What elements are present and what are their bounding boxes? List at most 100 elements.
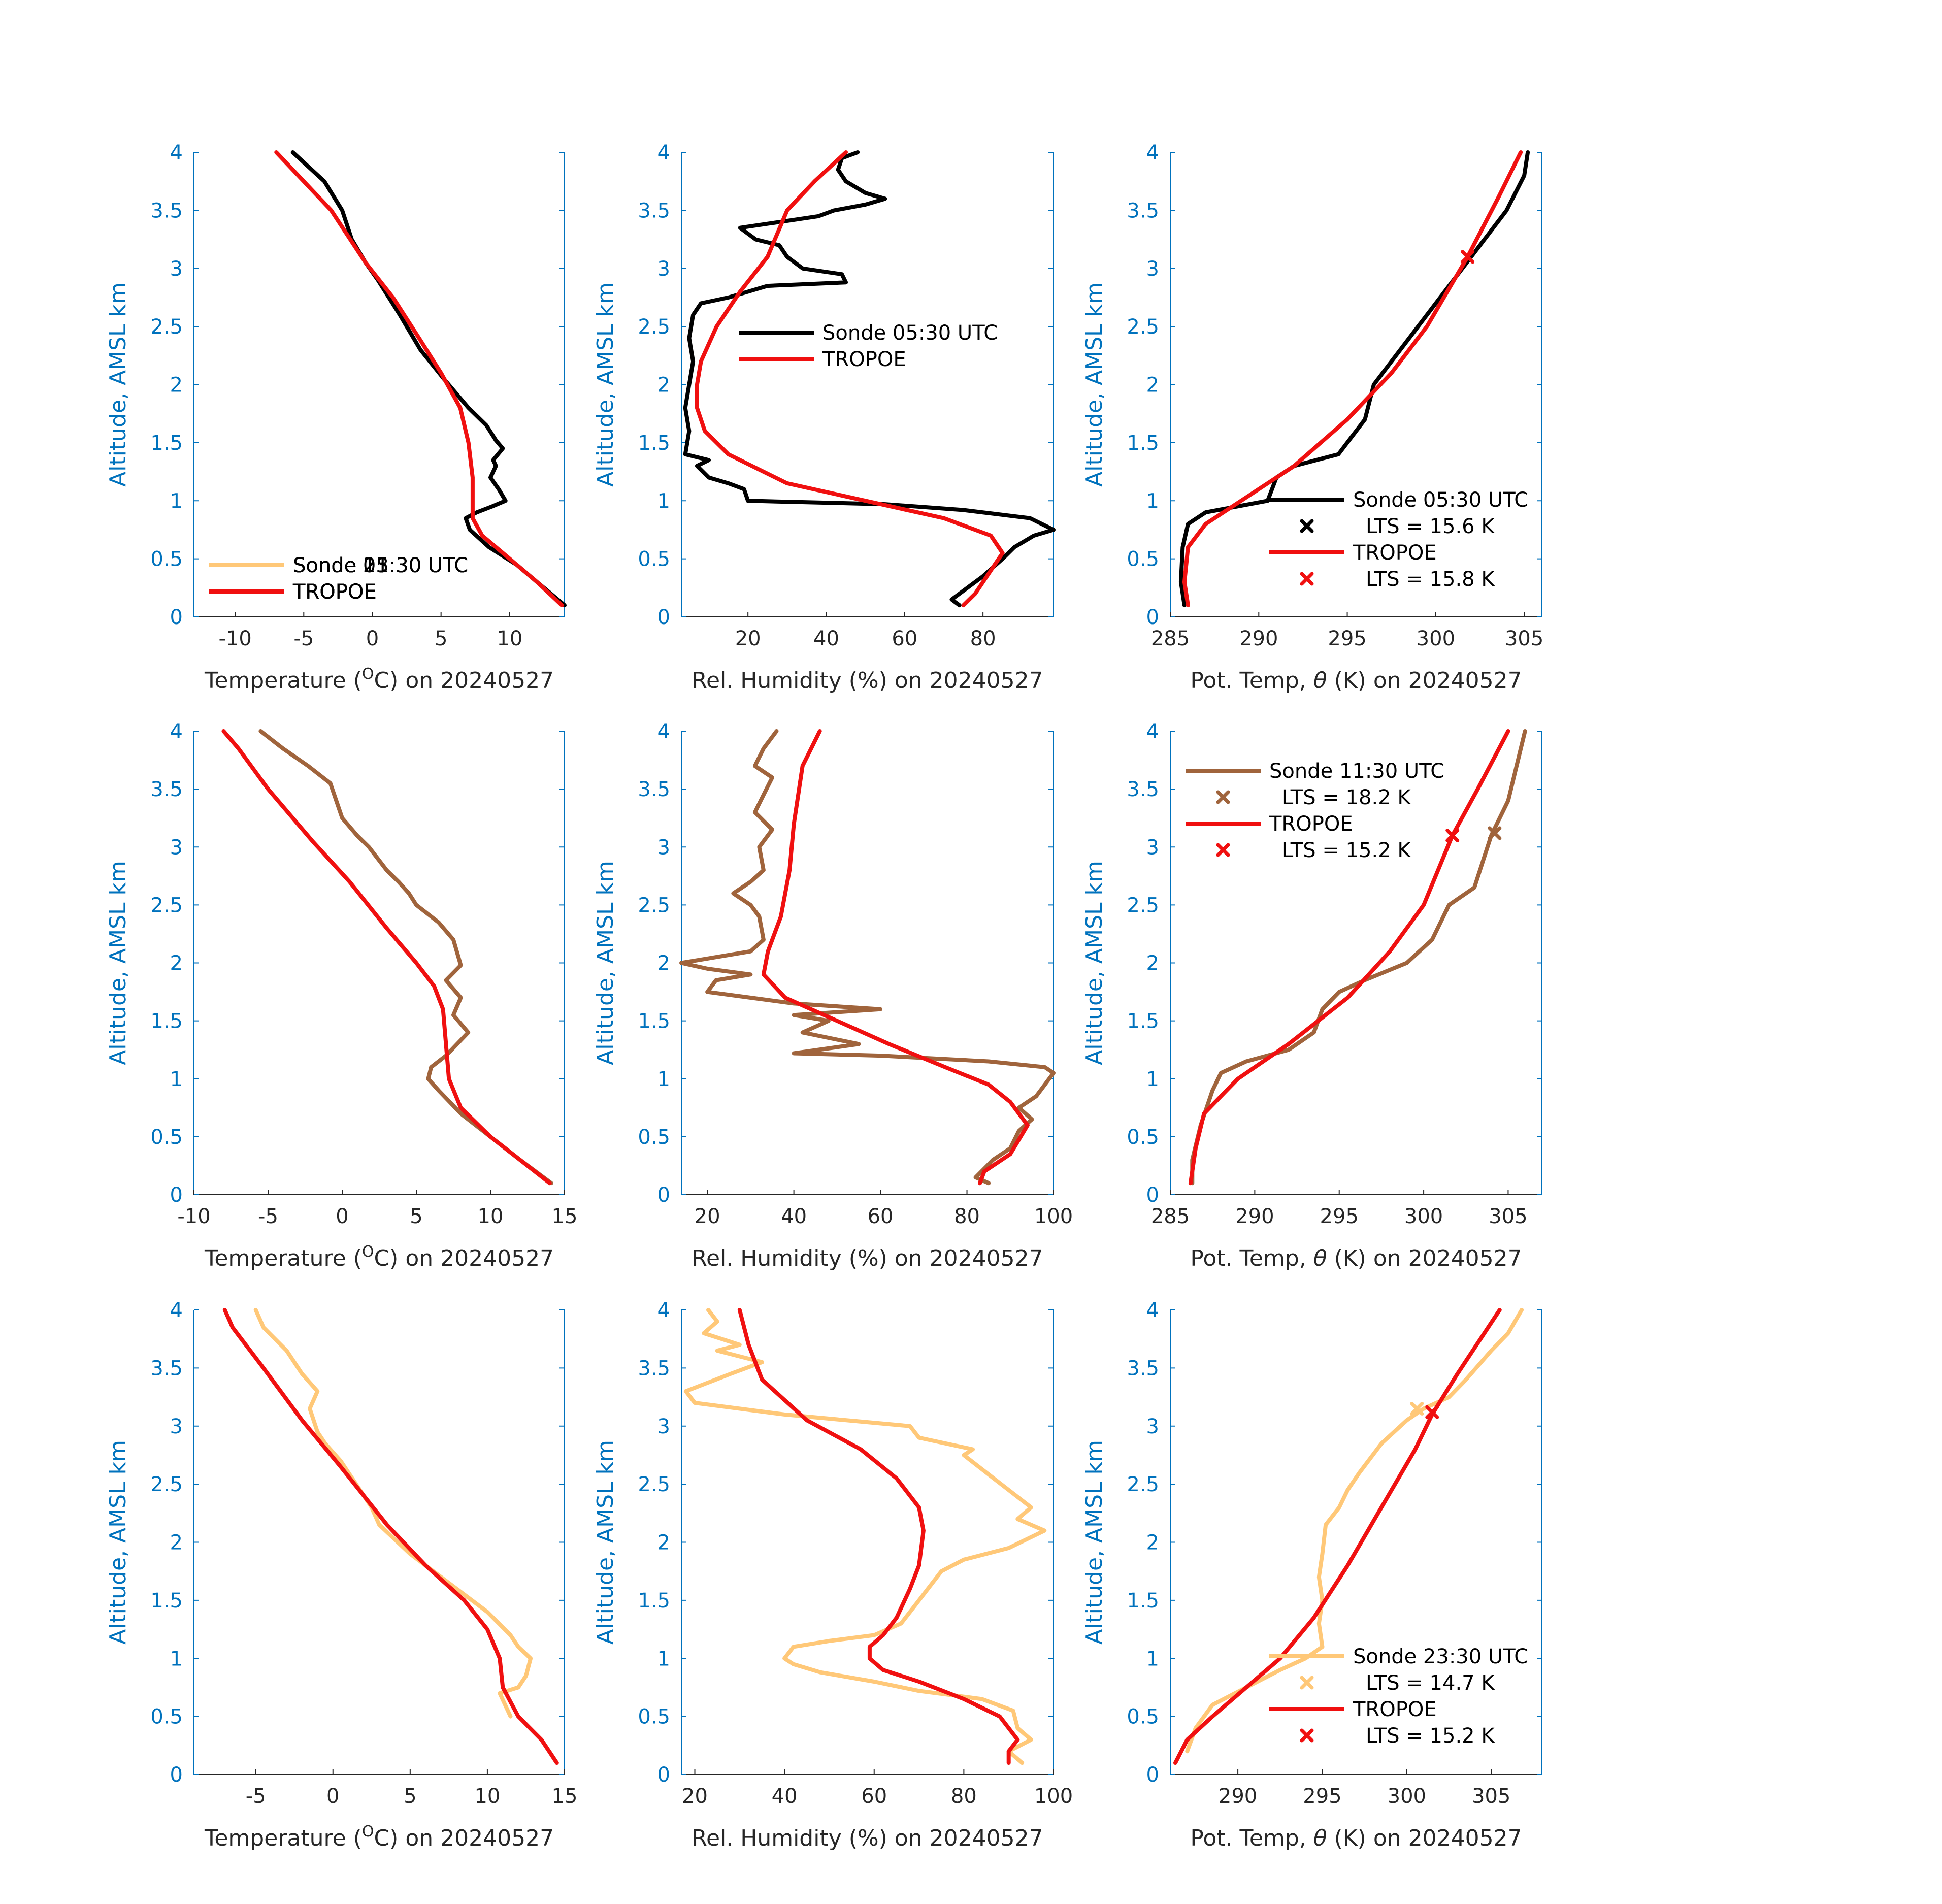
legend-label: TROPOE	[1353, 541, 1437, 565]
y-tick-label: 0	[170, 606, 183, 629]
legend-label: Sonde 05:30 UTC	[1353, 488, 1528, 512]
x-axis-label-post: (K) on 20240527	[1327, 1245, 1522, 1271]
y-tick-label: 4	[170, 141, 183, 165]
y-tick-label: 0.5	[1127, 1705, 1159, 1729]
x-tick-label: 295	[1328, 627, 1366, 650]
y-tick-label: 0.5	[1127, 548, 1159, 571]
x-tick-label: 300	[1388, 1785, 1426, 1808]
legend-label: TROPOE	[1269, 812, 1353, 836]
x-tick-label: 305	[1472, 1785, 1510, 1808]
y-tick-label: 2	[1146, 952, 1159, 975]
x-tick-label: 40	[781, 1205, 807, 1228]
x-axis-label-pre: Pot. Temp,	[1190, 1825, 1313, 1851]
y-tick-label: 1.5	[1127, 1589, 1159, 1613]
y-tick-label: 0	[170, 1763, 183, 1787]
x-tick-label: -10	[177, 1205, 210, 1228]
x-tick-label: 305	[1505, 627, 1543, 650]
x-axis-label-theta: θ	[1313, 668, 1327, 694]
y-tick-label: 3.5	[638, 199, 670, 222]
legend-label: TROPOE	[1353, 1698, 1437, 1721]
x-tick-label: 20	[735, 627, 761, 650]
y-tick-label: 0	[1146, 1184, 1159, 1207]
x-axis-label-theta: θ	[1313, 1825, 1327, 1851]
y-tick-label: 0	[170, 1184, 183, 1207]
y-tick-label: 1.5	[1127, 1010, 1159, 1033]
legend-marker	[1300, 1676, 1314, 1690]
x-axis-label: Pot. Temp, θ (K) on 20240527	[1190, 668, 1522, 694]
y-tick-label: 1.5	[638, 1010, 670, 1033]
sonde-profile-line	[290, 150, 567, 608]
y-tick-label: 2.5	[638, 315, 670, 339]
y-tick-label: 3	[657, 836, 670, 859]
x-tick-label: 40	[772, 1785, 798, 1808]
x-axis-label-pre: Pot. Temp,	[1190, 1245, 1313, 1271]
x-axis-label: Temperature (OC) on 20240527	[204, 1243, 554, 1271]
sonde-profile-line	[1185, 1308, 1524, 1754]
legend-label: Sonde 11:30 UTC	[1269, 760, 1444, 783]
legend-label: Sonde 11:30 UTC	[293, 554, 468, 577]
x-tick-label: 305	[1489, 1205, 1527, 1228]
legend-label: TROPOE	[292, 580, 377, 604]
x-axis-label: Temperature (OC) on 20240527	[204, 665, 554, 694]
legend-label: Sonde 05:30 UTC	[822, 321, 998, 345]
y-tick-label: 3.5	[1127, 1357, 1159, 1380]
y-tick-label: 2	[170, 374, 183, 397]
legend-lts-label: LTS = 18.2 K	[1282, 786, 1411, 809]
y-tick-label: 1	[657, 489, 670, 513]
lts-marker	[1488, 826, 1502, 840]
x-axis-label: Pot. Temp, θ (K) on 20240527	[1190, 1245, 1522, 1271]
tropoe-profile-line	[1173, 1308, 1502, 1765]
y-axis-label: Altitude, AMSL km	[1081, 1440, 1107, 1645]
x-tick-label: 5	[410, 1205, 422, 1228]
y-tick-label: 2.5	[638, 894, 670, 917]
x-axis-label-pre: Temperature (	[204, 1245, 362, 1271]
x-tick-label: 60	[868, 1205, 894, 1228]
y-tick-label: 2	[1146, 1531, 1159, 1555]
y-tick-label: 2	[170, 952, 183, 975]
x-axis-label-theta: θ	[1313, 1245, 1327, 1271]
legend-label: TROPOE	[292, 580, 377, 604]
y-tick-label: 3	[1146, 836, 1159, 859]
y-tick-label: 2	[1146, 374, 1159, 397]
y-tick-label: 4	[1146, 1299, 1159, 1322]
y-tick-label: 4	[657, 141, 670, 165]
y-tick-label: 0.5	[1127, 1126, 1159, 1149]
y-tick-label: 3.5	[150, 778, 183, 801]
x-axis-label-post: C) on 20240527	[374, 668, 554, 694]
y-tick-label: 3.5	[1127, 778, 1159, 801]
y-tick-label: 0.5	[150, 548, 183, 571]
x-axis-label-pre: Temperature (	[204, 668, 362, 694]
y-tick-label: 3	[170, 836, 183, 859]
x-axis-label-pre: Pot. Temp,	[1190, 668, 1313, 694]
y-tick-label: 1	[170, 1647, 183, 1670]
y-tick-label: 1.5	[1127, 432, 1159, 455]
y-tick-label: 2.5	[150, 1473, 183, 1496]
legend-lts-label: LTS = 15.2 K	[1282, 839, 1411, 862]
x-axis-label-superscript: O	[362, 1823, 374, 1841]
x-tick-label: 5	[435, 627, 447, 650]
y-tick-label: 0.5	[638, 548, 670, 571]
x-axis-label: Rel. Humidity (%) on 20240527	[692, 668, 1043, 694]
y-tick-label: 1	[657, 1647, 670, 1670]
y-tick-label: 1	[170, 1068, 183, 1091]
legend-lts-label: LTS = 15.8 K	[1366, 568, 1495, 591]
x-tick-label: 300	[1417, 627, 1455, 650]
panel-r1c3: 0 0.5 1 1.5 2 2.5 3 3.5 4 285 290 295 300 305 Altitude…	[1081, 141, 1543, 694]
legend-label: Sonde 05:30 UTC	[293, 554, 468, 577]
y-tick-label: 1.5	[638, 1589, 670, 1613]
y-tick-label: 4	[170, 1299, 183, 1322]
x-tick-label: 290	[1235, 1205, 1274, 1228]
x-tick-label: 10	[474, 1785, 500, 1808]
y-tick-label: 1	[657, 1068, 670, 1091]
y-tick-label: 4	[170, 720, 183, 743]
x-axis-label: Rel. Humidity (%) on 20240527	[692, 1245, 1043, 1271]
y-tick-label: 3.5	[638, 1357, 670, 1380]
x-tick-label: 290	[1219, 1785, 1257, 1808]
y-tick-label: 3	[657, 257, 670, 281]
sonde-profile-line	[1178, 150, 1530, 608]
x-tick-label: -10	[218, 627, 251, 650]
x-axis-label: Temperature (OC) on 20240527	[204, 1823, 554, 1851]
x-tick-label: 10	[478, 1205, 504, 1228]
